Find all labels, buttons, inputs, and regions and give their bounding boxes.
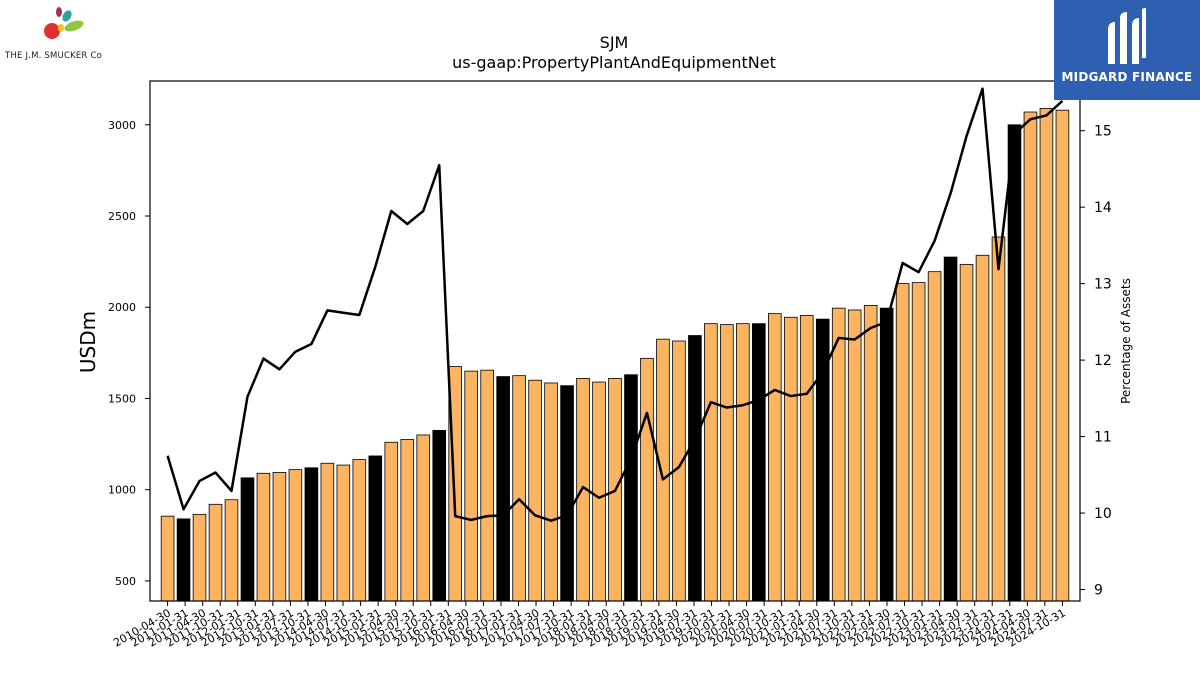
bar [752,323,766,602]
bar [368,455,383,602]
bar [336,464,351,602]
y-tick-label: 3000 [108,119,136,132]
line-layer [166,87,1064,522]
y-tick-label: 500 [115,575,136,588]
bar [1055,109,1070,602]
bar [768,313,782,602]
bar [480,369,494,602]
percentage-line [166,87,1064,522]
bar [720,324,734,602]
bar [416,434,431,602]
bar [528,379,542,602]
bar [895,283,910,602]
bar [688,335,702,602]
chart-subtitle: us-gaap:PropertyPlantAndEquipmentNet [452,53,776,72]
bar [847,309,862,602]
bar [943,256,958,602]
bar [256,472,271,602]
bar [160,515,175,602]
bar [352,459,367,602]
bar [544,382,558,602]
bar [1007,124,1022,602]
bar [959,263,974,602]
bars-layer [160,107,1070,602]
smucker-logo-icon [44,7,84,39]
y2-tick-label: 14 [1094,200,1112,216]
bar [560,385,574,602]
midgard-logo-text: MIDGARD FINANCE [1061,70,1193,84]
bar [624,374,638,602]
bar [304,467,319,602]
bar [288,469,303,602]
bar [592,381,606,602]
bar [208,503,223,602]
axes-layer: 5001000150020002500300091011121314152010… [108,80,1112,650]
smucker-logo-text: THE J.M. SMUCKER Co [5,51,102,61]
bar [863,305,878,602]
bar [911,282,926,602]
bar [831,307,846,602]
y2-axis-label: Percentage of Assets [1119,278,1133,404]
bar [320,462,335,602]
bar [640,357,654,602]
bar [927,271,942,602]
bar [991,236,1006,602]
y-tick-label: 1000 [108,484,136,497]
bar [464,370,478,602]
bar [736,323,750,602]
chart-title: SJM [600,33,629,52]
bar [176,518,191,602]
bar [224,499,239,602]
bar [240,477,255,602]
bar [272,471,287,602]
y2-tick-label: 9 [1094,583,1103,599]
bar [799,315,814,602]
smucker-logo: THE J.M. SMUCKER Co [4,4,124,64]
y-tick-label: 2000 [108,301,136,314]
bar [783,316,798,602]
y2-tick-label: 15 [1094,124,1112,140]
bar [656,338,670,602]
y2-tick-label: 11 [1094,430,1112,446]
midgard-logo-icon [1108,8,1146,64]
bar [496,376,510,602]
bar [400,439,415,602]
bar [1039,107,1054,602]
y2-tick-label: 12 [1094,353,1112,369]
bar [704,323,718,602]
bar [384,441,399,602]
bar [512,375,526,602]
bar [975,254,990,602]
y2-tick-label: 13 [1094,277,1112,293]
y-tick-label: 2500 [108,210,136,223]
plot-frame [149,80,1081,602]
bar [879,307,894,602]
bar [192,513,207,602]
y2-tick-label: 10 [1094,506,1112,522]
bar [432,429,447,602]
midgard-finance-logo: MIDGARD FINANCE [1054,0,1200,100]
y-tick-label: 1500 [108,392,136,405]
bar [1023,111,1038,602]
y-axis-label: USDm [76,311,100,373]
